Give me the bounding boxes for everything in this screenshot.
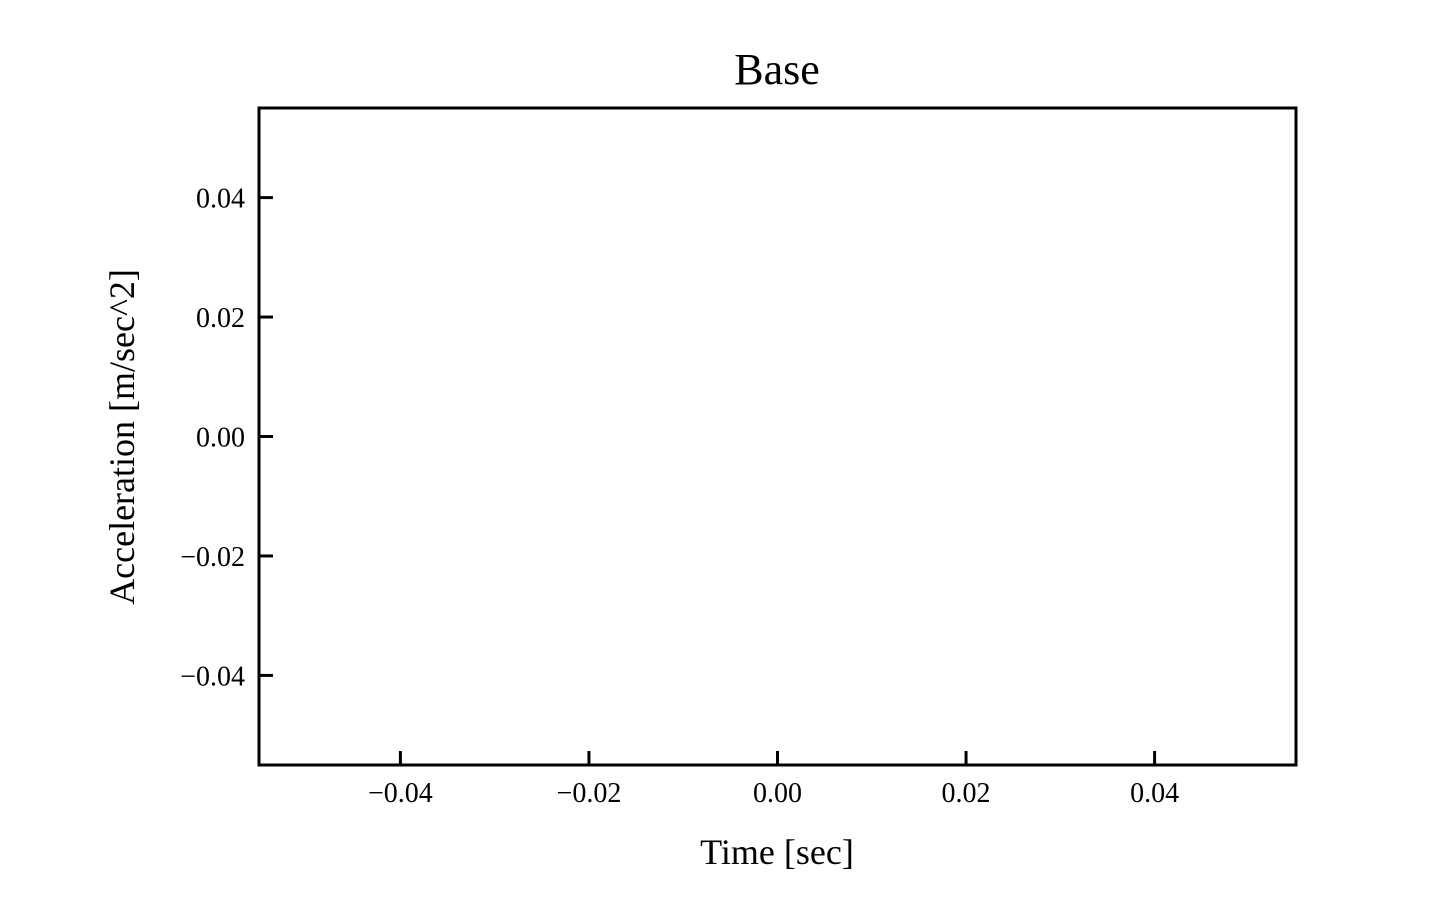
y-tick-label: 0.04 <box>196 184 245 215</box>
y-tick-label: 0.02 <box>196 303 245 334</box>
x-tick-label: 0.02 <box>942 778 991 809</box>
x-axis-label: Time [sec] <box>700 832 854 872</box>
chart-title: Base <box>734 45 820 94</box>
x-axis-ticks: −0.04 −0.02 0.00 0.02 0.04 <box>368 751 1179 809</box>
y-axis-label: Acceleration [m/sec^2] <box>102 269 142 605</box>
x-tick-label: −0.04 <box>368 778 433 809</box>
y-tick-label: −0.02 <box>180 542 245 573</box>
y-axis-ticks: 0.04 0.02 0.00 −0.02 −0.04 <box>180 184 273 692</box>
y-tick-label: −0.04 <box>180 661 245 692</box>
x-tick-label: 0.04 <box>1130 778 1179 809</box>
x-tick-label: −0.02 <box>557 778 622 809</box>
axes-frame <box>257 106 1298 767</box>
y-tick-label: 0.00 <box>196 423 245 454</box>
x-tick-label: 0.00 <box>753 778 802 809</box>
